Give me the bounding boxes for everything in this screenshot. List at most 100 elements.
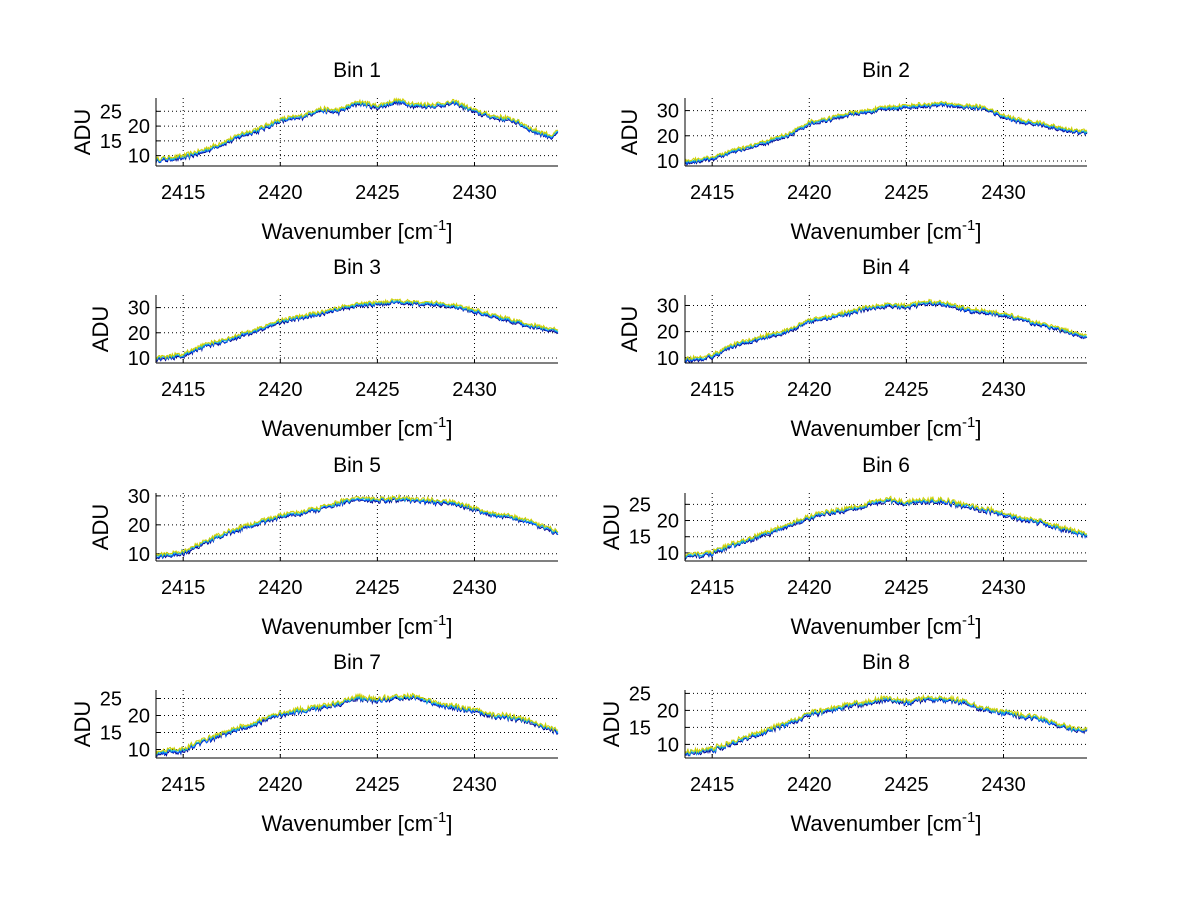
x-tick-label: 2430 xyxy=(452,577,497,599)
series-line-2 xyxy=(155,97,559,163)
y-tick-label: 30 xyxy=(657,295,679,317)
series-line-4 xyxy=(684,100,1088,163)
y-tick-label: 15 xyxy=(100,723,122,745)
subplot-5: 2415 2420 2425 2430 10 20 30 Bin 5 Wavenumber [c… xyxy=(88,454,559,639)
series-line-4 xyxy=(684,298,1088,361)
x-tick-label: 2425 xyxy=(884,774,929,796)
y-tick-label: 20 xyxy=(128,706,150,728)
subplot-title: Bin 3 xyxy=(333,256,381,279)
subplot-title: Bin 6 xyxy=(862,454,910,477)
subplot-3: 2415 2420 2425 2430 10 20 30 Bin 3 Wavenumber [c… xyxy=(88,256,559,441)
subplot-title: Bin 7 xyxy=(333,651,381,674)
x-tick-label: 2420 xyxy=(258,379,303,401)
y-axis-label: ADU xyxy=(599,504,624,550)
x-tick-label: 2420 xyxy=(787,774,832,796)
y-tick-label: 25 xyxy=(100,101,122,123)
series-line-3 xyxy=(684,497,1088,559)
y-tick-label: 20 xyxy=(128,515,150,537)
y-tick-label: 20 xyxy=(657,126,679,148)
x-axis-label: Wavenumber [cm-1] xyxy=(261,217,452,244)
x-tick-label: 2415 xyxy=(161,379,206,401)
x-axis-label: Wavenumber [cm-1] xyxy=(790,809,981,836)
series-line-2 xyxy=(155,694,559,756)
y-axis-label: ADU xyxy=(617,306,642,352)
y-tick-label: 25 xyxy=(100,689,122,711)
series-line-3 xyxy=(155,494,559,558)
x-tick-label: 2425 xyxy=(884,182,929,204)
x-tick-label: 2415 xyxy=(161,577,206,599)
y-tick-label: 20 xyxy=(128,116,150,138)
x-tick-label: 2415 xyxy=(690,379,735,401)
y-tick-label: 25 xyxy=(629,494,651,516)
y-axis-label: ADU xyxy=(88,306,113,352)
series-line-3 xyxy=(155,97,559,162)
x-tick-label: 2425 xyxy=(355,774,400,796)
subplot-title: Bin 5 xyxy=(333,454,381,477)
x-axis-label: Wavenumber [cm-1] xyxy=(261,612,452,639)
x-tick-label: 2415 xyxy=(690,182,735,204)
series-line-4 xyxy=(684,495,1088,558)
series-line-1 xyxy=(684,696,1088,757)
x-tick-label: 2420 xyxy=(787,379,832,401)
subplot-7: 2415 2420 2425 2430 10 15 20 25 Bin 7 Wavenumber … xyxy=(70,651,559,836)
series-line-1 xyxy=(684,497,1088,561)
subplot-title: Bin 4 xyxy=(862,256,910,279)
y-tick-label: 20 xyxy=(657,322,679,344)
series-line-4 xyxy=(155,493,559,557)
y-tick-label: 15 xyxy=(629,717,651,739)
series-line-2 xyxy=(684,695,1088,757)
x-tick-label: 2415 xyxy=(161,182,206,204)
y-tick-label: 20 xyxy=(128,323,150,345)
y-tick-label: 15 xyxy=(629,527,651,549)
y-axis-label: ADU xyxy=(617,109,642,155)
series-line-1 xyxy=(155,99,559,164)
series-line-3 xyxy=(684,695,1088,756)
subplot-title: Bin 1 xyxy=(333,59,381,82)
x-tick-label: 2420 xyxy=(258,577,303,599)
x-tick-label: 2425 xyxy=(884,577,929,599)
series-line-3 xyxy=(155,298,559,361)
x-tick-label: 2415 xyxy=(161,774,206,796)
x-tick-label: 2425 xyxy=(355,182,400,204)
y-tick-label: 10 xyxy=(128,146,150,168)
x-tick-label: 2430 xyxy=(452,182,497,204)
x-tick-label: 2430 xyxy=(981,379,1026,401)
series-line-2 xyxy=(155,299,559,362)
x-axis-label: Wavenumber [cm-1] xyxy=(790,414,981,441)
series-line-4 xyxy=(684,693,1088,754)
series-line-4 xyxy=(155,692,559,755)
x-axis-label: Wavenumber [cm-1] xyxy=(790,217,981,244)
y-tick-label: 30 xyxy=(128,486,150,508)
y-tick-label: 10 xyxy=(657,734,679,756)
x-tick-label: 2415 xyxy=(690,577,735,599)
y-tick-label: 10 xyxy=(128,740,150,762)
series-line-4 xyxy=(155,298,559,360)
series-line-3 xyxy=(155,693,559,757)
x-axis-label: Wavenumber [cm-1] xyxy=(261,809,452,836)
x-tick-label: 2420 xyxy=(787,182,832,204)
x-axis-label: Wavenumber [cm-1] xyxy=(261,414,452,441)
subplot-title: Bin 8 xyxy=(862,651,910,674)
y-tick-label: 25 xyxy=(629,683,651,705)
subplot-8: 2415 2420 2425 2430 10 15 20 25 Bin 8 Wavenumber … xyxy=(599,651,1088,836)
x-tick-label: 2420 xyxy=(787,577,832,599)
subplot-1: 2415 2420 2425 2430 10 15 20 25 Bin 1 Wavenumber … xyxy=(70,59,559,244)
x-axis-label: Wavenumber [cm-1] xyxy=(790,612,981,639)
y-tick-label: 10 xyxy=(128,544,150,566)
y-tick-label: 20 xyxy=(657,511,679,533)
x-tick-label: 2420 xyxy=(258,774,303,796)
x-tick-label: 2430 xyxy=(452,774,497,796)
subplot-2: 2415 2420 2425 2430 10 20 30 Bin 2 Wavenumber [c… xyxy=(617,59,1088,244)
series-line-3 xyxy=(684,299,1088,361)
series-line-1 xyxy=(155,496,559,560)
y-tick-label: 10 xyxy=(128,348,150,370)
x-tick-label: 2430 xyxy=(452,379,497,401)
series-line-3 xyxy=(684,101,1088,164)
y-tick-label: 10 xyxy=(657,348,679,370)
subplot-6: 2415 2420 2425 2430 10 15 20 25 Bin 6 Wavenumber … xyxy=(599,454,1088,639)
y-axis-label: ADU xyxy=(70,109,95,155)
x-tick-label: 2430 xyxy=(981,182,1026,204)
series-line-1 xyxy=(684,103,1088,166)
series-line-4 xyxy=(155,97,559,162)
